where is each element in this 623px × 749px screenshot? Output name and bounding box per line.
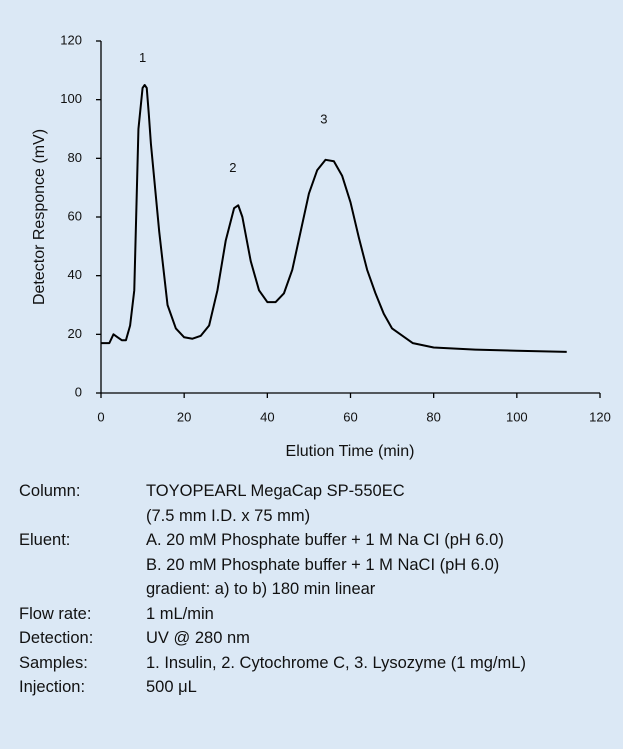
conditions: Column: TOYOPEARL MegaCap SP-550EC (7.5 mm… bbox=[19, 479, 526, 700]
condition-label: Injection: bbox=[19, 678, 86, 696]
condition-label bbox=[19, 504, 146, 529]
condition-label: Eluent: bbox=[19, 531, 71, 549]
condition-label bbox=[19, 577, 146, 602]
x-axis-label: Elution Time (min) bbox=[286, 443, 415, 460]
x-tick-label: 100 bbox=[506, 409, 528, 424]
y-tick-label: 80 bbox=[68, 150, 82, 165]
line bbox=[101, 84, 567, 353]
y-tick-label: 20 bbox=[68, 326, 82, 341]
condition-label bbox=[19, 553, 146, 578]
x-tick-label: 40 bbox=[260, 409, 274, 424]
y-tick-label: 60 bbox=[68, 208, 82, 223]
peak-label: 1 bbox=[139, 50, 146, 65]
condition-value: 1. Insulin, 2. Cytochrome C, 3. Lysozyme… bbox=[146, 653, 526, 672]
condition-row: gradient: a) to b) 180 min linear bbox=[19, 577, 526, 602]
condition-value: 500 μL bbox=[146, 678, 197, 696]
condition-row: Column: TOYOPEARL MegaCap SP-550EC bbox=[19, 479, 526, 504]
x-tick-label: 0 bbox=[97, 409, 104, 424]
condition-row: Samples: 1. Insulin, 2. Cytochrome C, 3. … bbox=[19, 651, 526, 676]
condition-value: B. 20 mM Phosphate buffer + 1 M NaCI (pH… bbox=[146, 555, 500, 574]
condition-row: B. 20 mM Phosphate buffer + 1 M NaCI (pH… bbox=[19, 553, 526, 578]
y-tick-label: 40 bbox=[68, 267, 82, 282]
condition-row: Eluent: A. 20 mM Phosphate buffer + 1 M N… bbox=[19, 528, 526, 553]
condition-row: Detection: UV @ 280 nm bbox=[19, 626, 526, 651]
peak-label: 3 bbox=[320, 112, 327, 127]
chart: Elution Time (min) Detector Responce (mV… bbox=[31, 32, 611, 460]
condition-value: TOYOPEARL MegaCap SP-550EC bbox=[146, 482, 405, 500]
condition-label: Flow rate: bbox=[19, 604, 92, 623]
condition-row: Flow rate: 1 mL/min bbox=[19, 602, 526, 627]
condition-value: A. 20 mM Phosphate buffer + 1 M Na CI (p… bbox=[146, 531, 504, 549]
x-tick-label: 80 bbox=[426, 409, 440, 424]
condition-value: gradient: a) to b) 180 min linear bbox=[146, 580, 376, 598]
condition-label: Detection: bbox=[19, 629, 94, 647]
condition-row: (7.5 mm I.D. x 75 mm) bbox=[19, 504, 526, 529]
x-tick-label: 60 bbox=[343, 409, 357, 424]
y-tick-label: 120 bbox=[60, 32, 82, 47]
condition-label: Column: bbox=[19, 482, 81, 500]
condition-value: UV @ 280 nm bbox=[146, 629, 250, 647]
y-tick-label: 0 bbox=[75, 384, 82, 399]
y-axis-label: Detector Responce (mV) bbox=[31, 129, 48, 305]
condition-row: Injection: 500 μL bbox=[19, 675, 526, 700]
x-tick-label: 20 bbox=[177, 409, 191, 424]
peak-label: 2 bbox=[229, 160, 236, 175]
condition-value: 1 mL/min bbox=[146, 604, 214, 623]
condition-label: Samples: bbox=[19, 653, 88, 672]
x-tick-label: 120 bbox=[589, 409, 611, 424]
y-tick-label: 100 bbox=[60, 91, 82, 106]
condition-value: (7.5 mm I.D. x 75 mm) bbox=[146, 506, 311, 525]
